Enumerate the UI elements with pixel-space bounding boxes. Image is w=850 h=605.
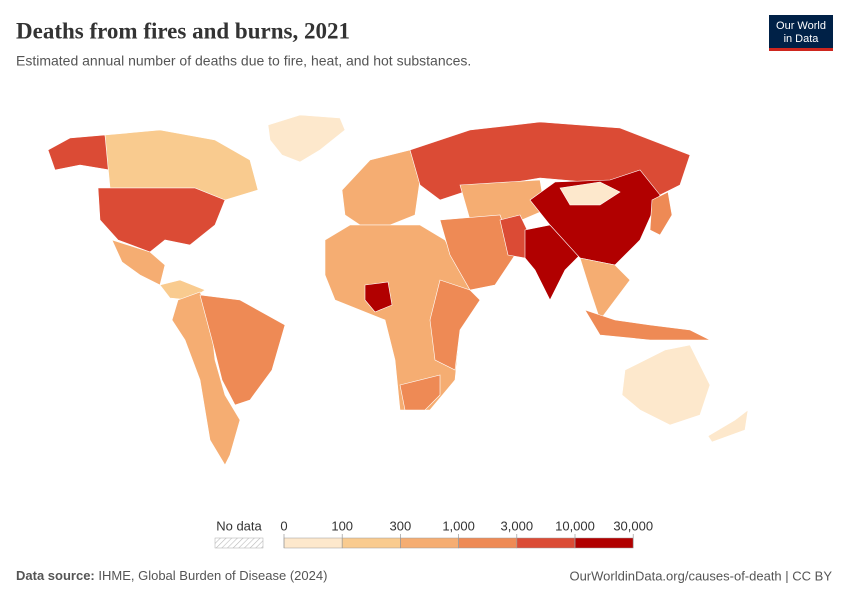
africa[interactable] xyxy=(324,224,481,411)
world-map xyxy=(47,114,749,466)
logo[interactable]: Our World in Data xyxy=(769,15,833,51)
legend-bin xyxy=(283,537,343,549)
middle-east[interactable] xyxy=(439,214,516,291)
logo-underline xyxy=(769,48,833,51)
europe[interactable] xyxy=(341,149,421,226)
brazil[interactable] xyxy=(199,294,286,406)
legend-tick-label: 1,000 xyxy=(442,518,475,533)
nigeria[interactable] xyxy=(364,281,393,313)
greenland[interactable] xyxy=(267,114,346,163)
legend-bin xyxy=(341,537,401,549)
legend-tick-label: 30,000 xyxy=(613,518,653,533)
legend-tick-label: 100 xyxy=(331,518,353,533)
south-africa[interactable] xyxy=(399,374,441,411)
source-label: Data source: xyxy=(16,568,95,583)
central-asia[interactable] xyxy=(459,179,546,226)
logo-text: in Data xyxy=(784,33,820,45)
indonesia[interactable] xyxy=(584,309,711,341)
legend-tick-label: 0 xyxy=(280,518,287,533)
china[interactable] xyxy=(529,169,661,266)
legend-bin xyxy=(574,537,634,549)
title: Deaths from fires and burns, 2021 xyxy=(16,18,350,43)
legend-tick-label: 3,000 xyxy=(501,518,534,533)
source-text: IHME, Global Burden of Disease (2024) xyxy=(98,568,327,583)
legend-bin xyxy=(400,537,459,549)
legend: No data 0 100 300 1,000 3,000 10,000 30,000 xyxy=(214,518,653,549)
logo-box[interactable] xyxy=(769,15,833,49)
legend-bin xyxy=(458,537,518,549)
legend-tick-label: 300 xyxy=(390,518,412,533)
usa[interactable] xyxy=(97,187,226,253)
logo-text: Our World xyxy=(776,20,826,32)
alaska[interactable] xyxy=(47,134,111,171)
no-data-swatch xyxy=(214,537,264,549)
japan[interactable] xyxy=(649,191,673,236)
legend-bin xyxy=(516,537,576,549)
source: Data source: IHME, Global Burden of Dise… xyxy=(16,568,327,583)
source-url[interactable]: OurWorldinData.org/causes-of-death | CC … xyxy=(569,568,832,583)
legend-tick-label: 10,000 xyxy=(555,518,595,533)
southeast-asia[interactable] xyxy=(579,257,631,321)
mongolia[interactable] xyxy=(559,181,621,206)
australia[interactable] xyxy=(621,344,711,426)
subtitle: Estimated annual number of deaths due to… xyxy=(16,53,471,69)
new-zealand[interactable] xyxy=(707,409,749,443)
no-data-label: No data xyxy=(216,518,262,533)
east-africa[interactable] xyxy=(429,279,481,371)
